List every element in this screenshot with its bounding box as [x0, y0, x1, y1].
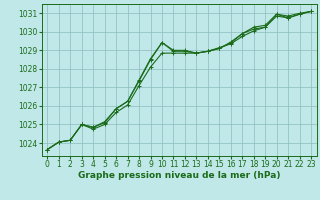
X-axis label: Graphe pression niveau de la mer (hPa): Graphe pression niveau de la mer (hPa)	[78, 171, 280, 180]
